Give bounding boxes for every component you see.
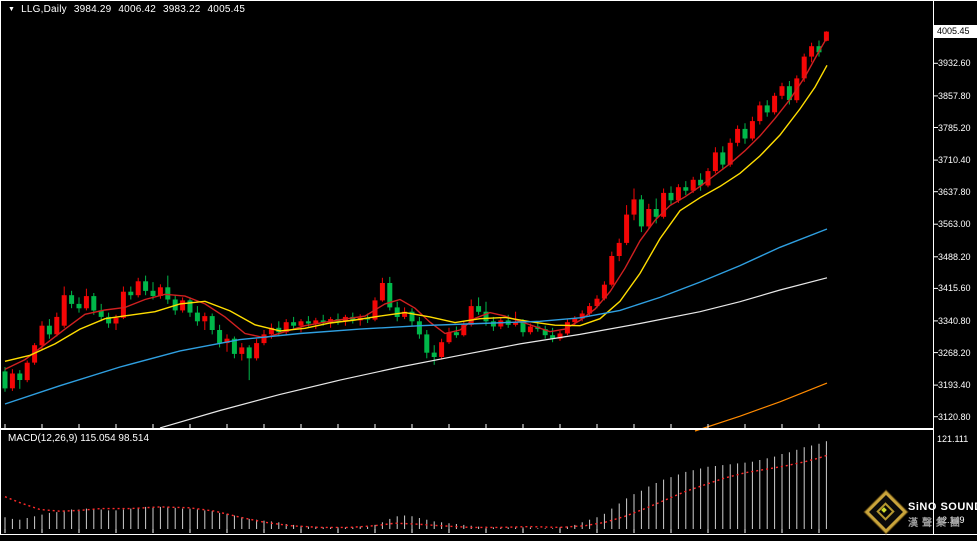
- macd-signal-line: [4, 454, 828, 529]
- price-axis-label: 3932.60: [938, 58, 971, 68]
- price-axis-label: 3268.20: [938, 348, 971, 358]
- broker-logo: SiNO SOUND 漢聲集團: [864, 490, 977, 535]
- macd-scale-max: 121.111: [937, 434, 969, 444]
- current-price-label: 4005.45: [934, 25, 977, 38]
- logo-brand-name: SiNO SOUND: [908, 501, 977, 513]
- price-axis-label: 3488.20: [938, 252, 971, 262]
- price-axis-label: 3857.80: [938, 91, 971, 101]
- frame-border-left: [0, 0, 1, 535]
- price-axis-label: 3563.00: [938, 219, 971, 229]
- pane-separator[interactable]: [0, 428, 933, 430]
- candlestick-series: [2, 31, 829, 392]
- macd-histogram: [4, 441, 827, 529]
- price-axis-border: [933, 0, 934, 535]
- macd-scale-min: 12.149: [937, 515, 965, 525]
- chart-title: ▼ LLG,Daily 3984.29 4006.42 3983.22 4005.45: [8, 4, 245, 15]
- ma-slowest-white: [159, 277, 828, 429]
- macd-indicator-label: MACD(12,26,9) 115.054 98.514: [8, 433, 150, 444]
- price-axis-label: 3193.40: [938, 380, 971, 390]
- ohlc-close: 4005.45: [207, 4, 246, 15]
- ohlc-high: 4006.42: [118, 4, 156, 15]
- price-axis-label: 3120.80: [938, 412, 971, 422]
- ohlc-low: 3983.22: [162, 4, 201, 15]
- ma-slow-blue: [4, 228, 828, 405]
- frame-border-bottom: [0, 534, 977, 535]
- time-axis-ticks: [4, 424, 820, 533]
- ma-medium-yellow: [4, 64, 828, 362]
- price-axis-label: 3415.60: [938, 283, 971, 293]
- ma-longterm-orange: [694, 382, 828, 432]
- price-axis-label: 3785.20: [938, 123, 971, 133]
- logo-brand-name-cn: 漢聲集團: [908, 518, 964, 529]
- frame-border-top: [0, 0, 977, 1]
- price-axis-label: 3637.80: [938, 187, 971, 197]
- price-axis-label: 3710.40: [938, 155, 971, 165]
- symbol-timeframe-label: LLG,Daily: [21, 4, 67, 15]
- ohlc-open: 3984.29: [73, 4, 112, 15]
- price-axis-label: 3340.80: [938, 316, 971, 326]
- symbol-dropdown-icon[interactable]: ▼: [8, 6, 16, 13]
- ma-fast-red: [4, 37, 828, 370]
